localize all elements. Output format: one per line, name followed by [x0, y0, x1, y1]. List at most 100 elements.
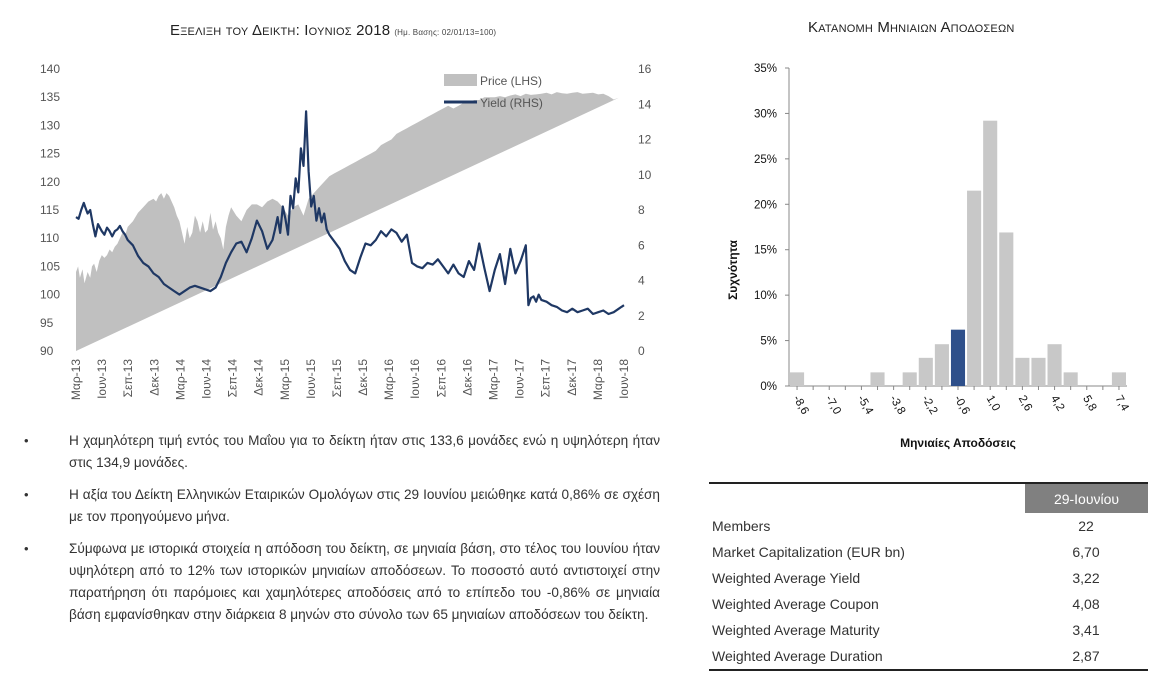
histogram-bar-highlight [950, 329, 966, 386]
x-tick-label: Μαρ-15 [278, 359, 292, 400]
y-left-tick-label: 130 [40, 118, 60, 132]
row-label: Weighted Average Maturity [712, 622, 880, 638]
left-chart-title-text: Εξελιξη του Δεικτη: Ιουνιος 2018 [170, 22, 391, 39]
y-tick-label: 35% [754, 63, 777, 75]
bullet-item: • Η αξία του Δείκτη Ελληνικών Εταιρικών … [20, 484, 660, 528]
x-tick-label: Σεπ-16 [434, 359, 448, 398]
histogram-bar [1015, 357, 1030, 386]
row-label: Weighted Average Duration [709, 643, 1024, 671]
row-value: 2,87 [1024, 643, 1148, 671]
y-tick-label: 10% [754, 290, 777, 302]
bullet-text: Σύμφωνα με ιστορικά στοιχεία η απόδοση τ… [69, 541, 660, 622]
histogram-x-axis-label: Μηνιαίες Αποδόσεις [900, 436, 1016, 450]
line-chart-axes: 140 135 130 125 120 115 110 105 100 95 90 16 14 12 10 8… [40, 62, 652, 400]
right-chart-title: Κατανομη Μηνιαιων Αποδοσεων [808, 19, 1015, 36]
x-tick-label: -5,4 [855, 394, 876, 418]
x-tick-label: Μαρ-14 [173, 359, 187, 400]
x-tick-label: Δεκ-17 [565, 359, 579, 396]
x-tick-label: -3,8 [887, 394, 907, 417]
x-tick-label: 5,8 [1080, 394, 1098, 414]
y-left-tick-label: 100 [40, 288, 60, 302]
y-left-tick-label: 110 [40, 231, 59, 245]
y-right-tick-label: 14 [638, 97, 652, 111]
row-value: 4,08 [1072, 596, 1100, 612]
x-tick-label: Δεκ-14 [252, 359, 266, 396]
x-tick-label: Σεπ-17 [539, 359, 553, 398]
table-row: Weighted Average Yield 3,22 [709, 565, 1148, 591]
commentary-bullets: • Η χαμηλότερη τιμή εντός του Μαΐου για … [20, 430, 660, 636]
histogram-bar [1031, 357, 1046, 386]
table-row: Weighted Average Maturity 3,41 [709, 617, 1148, 643]
bullet-item: • Σύμφωνα με ιστορικά στοιχεία η απόδοση… [20, 538, 660, 626]
y-left-tick-label: 90 [40, 344, 54, 358]
table-row: Members 22 [709, 513, 1148, 539]
row-value: 3,41 [1072, 622, 1100, 638]
row-label: Market Capitalization (EUR bn) [712, 544, 905, 560]
x-tick-label: -0,6 [951, 394, 971, 417]
y-left-tick-label: 140 [40, 62, 60, 76]
bullet-item: • Η χαμηλότερη τιμή εντός του Μαΐου για … [20, 430, 660, 474]
histogram-y-axis-label: Συχνότητα [726, 239, 740, 299]
y-right-tick-label: 10 [638, 168, 652, 182]
y-tick-label: 0% [760, 381, 777, 393]
x-tick-label: Σεπ-13 [121, 359, 135, 398]
y-right-tick-label: 0 [638, 344, 645, 358]
table-row: Market Capitalization (EUR bn) 6,70 [709, 539, 1148, 565]
index-evolution-chart: 140 135 130 125 120 115 110 105 100 95 90 16 14 12 10 8… [40, 62, 652, 400]
histogram-bar [1063, 372, 1078, 386]
x-tick-label: Σεπ-15 [330, 359, 344, 398]
x-tick-label: Μαρ-17 [487, 359, 501, 400]
yield-line [75, 110, 625, 316]
table-header-date: 29-Ιουνίου [1023, 482, 1148, 513]
y-left-tick-label: 125 [40, 147, 60, 161]
y-left-tick-label: 120 [40, 175, 60, 189]
histogram-bar [1047, 344, 1062, 386]
histogram-bar [967, 190, 982, 386]
x-tick-label: Δεκ-16 [460, 359, 474, 396]
histogram-bar [983, 120, 998, 386]
y-tick-label: 25% [754, 154, 777, 166]
index-statistics-table: 29-Ιουνίου Members 22 Market Capitalizat… [709, 482, 1148, 671]
table-header-row: 29-Ιουνίου [709, 482, 1148, 513]
histogram-bar [870, 372, 885, 386]
left-chart-title: Εξελιξη του Δεικτη: Ιουνιος 2018 (Ημ. Βασ… [170, 22, 496, 39]
bullet-symbol: • [24, 433, 29, 448]
histogram-bars [790, 120, 1126, 386]
y-right-tick-label: 4 [638, 274, 645, 288]
y-left-tick-label: 105 [40, 259, 60, 273]
x-tick-label: Μαρ-18 [591, 359, 605, 400]
x-tick-label: Ιουν-14 [199, 359, 213, 399]
y-right-tick-label: 2 [638, 309, 645, 323]
x-tick-label: 4,2 [1048, 394, 1066, 414]
table-row: Weighted Average Coupon 4,08 [709, 591, 1148, 617]
x-tick-label: 1,0 [984, 394, 1002, 414]
x-tick-label: Ιουν-13 [95, 359, 109, 399]
bullet-symbol: • [24, 487, 29, 502]
x-tick-label: Δεκ-13 [147, 359, 161, 396]
x-tick-label: Ιουν-18 [617, 359, 631, 399]
x-tick-label: Δεκ-15 [356, 359, 370, 396]
row-value: 6,70 [1072, 544, 1100, 560]
x-tick-label: Ιουν-16 [408, 359, 422, 399]
y-left-tick-label: 135 [40, 90, 60, 104]
y-left-tick-label: 95 [40, 316, 54, 330]
histogram-bar [999, 232, 1014, 386]
x-tick-label: -2,2 [919, 394, 939, 417]
table-row: Weighted Average Duration 2,87 [709, 643, 1148, 671]
bullet-text: Η χαμηλότερη τιμή εντός του Μαΐου για το… [69, 433, 660, 470]
x-tick-label: Ιουν-17 [513, 359, 527, 399]
price-area [76, 92, 619, 351]
x-tick-label: Μαρ-16 [382, 359, 396, 400]
y-right-tick-label: 16 [638, 62, 652, 76]
histogram-bar [934, 344, 949, 386]
x-tick-label: 7,4 [1112, 394, 1131, 414]
line-chart-legend: Price (LHS) Yield (RHS) [444, 74, 543, 110]
row-label: Weighted Average Coupon [712, 596, 879, 612]
legend-price-label: Price (LHS) [480, 74, 542, 88]
bullet-symbol: • [24, 541, 29, 556]
legend-yield-label: Yield (RHS) [480, 96, 543, 110]
y-right-tick-label: 8 [638, 203, 645, 217]
x-tick-label: -7,0 [823, 394, 843, 417]
legend-price-swatch [444, 74, 477, 86]
bullet-text: Η αξία του Δείκτη Ελληνικών Εταιρικών Ομ… [69, 487, 660, 524]
